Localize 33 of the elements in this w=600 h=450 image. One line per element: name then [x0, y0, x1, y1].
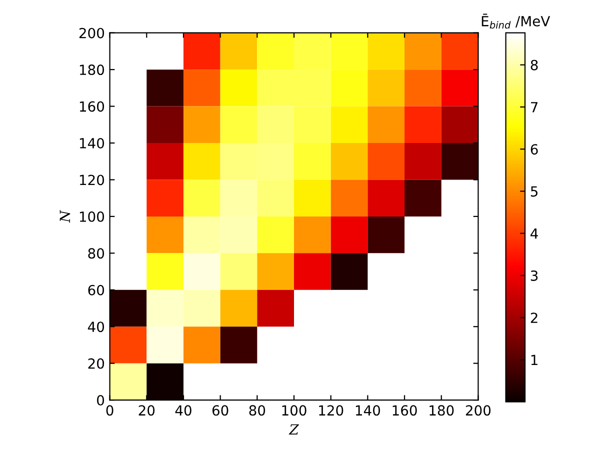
x-tick-label: 100 [282, 405, 306, 416]
x-tick-label: 80 [249, 405, 266, 416]
color-bar-label: 4 [530, 228, 538, 239]
x-tick-label: 140 [356, 405, 380, 416]
color-bar-label: 2 [530, 312, 538, 323]
x-tick-label: 180 [430, 405, 454, 416]
y-tick-label: 200 [79, 28, 104, 38]
x-tick-label: 0 [106, 405, 114, 416]
x-tick-label: 60 [212, 405, 228, 416]
color-bar-label: 3 [530, 270, 538, 281]
x-tick-label: 120 [319, 405, 344, 416]
color-bar-label: 8 [530, 60, 538, 70]
color-bar-label: 5 [530, 186, 538, 197]
x-tick-label: 20 [138, 405, 155, 416]
x-tick-label: 40 [175, 405, 192, 416]
y-tick-label: 0 [97, 395, 104, 406]
y-tick-label: 180 [80, 64, 104, 76]
color-bar-label: 6 [530, 144, 538, 155]
x-tick-label: 200 [466, 405, 491, 416]
y-tick-label: 140 [80, 138, 104, 148]
x-tick-label: 160 [392, 405, 417, 416]
color-bar-label: 7 [531, 102, 538, 112]
y-tick-label: 160 [80, 101, 104, 112]
color-bar-title: Ē$_{bind}$ /MeV [482, 14, 550, 29]
x-axis-title: Z [288, 424, 300, 434]
y-tick-label: 80 [88, 248, 104, 259]
y-tick-label: 40 [88, 322, 104, 332]
y-axis-title: N [60, 210, 70, 223]
y-tick-label: 120 [80, 174, 104, 186]
y-tick-label: 100 [80, 211, 104, 222]
color-bar-label: 1 [531, 354, 538, 366]
y-tick-label: 20 [88, 358, 104, 369]
y-tick-label: 60 [88, 284, 104, 296]
